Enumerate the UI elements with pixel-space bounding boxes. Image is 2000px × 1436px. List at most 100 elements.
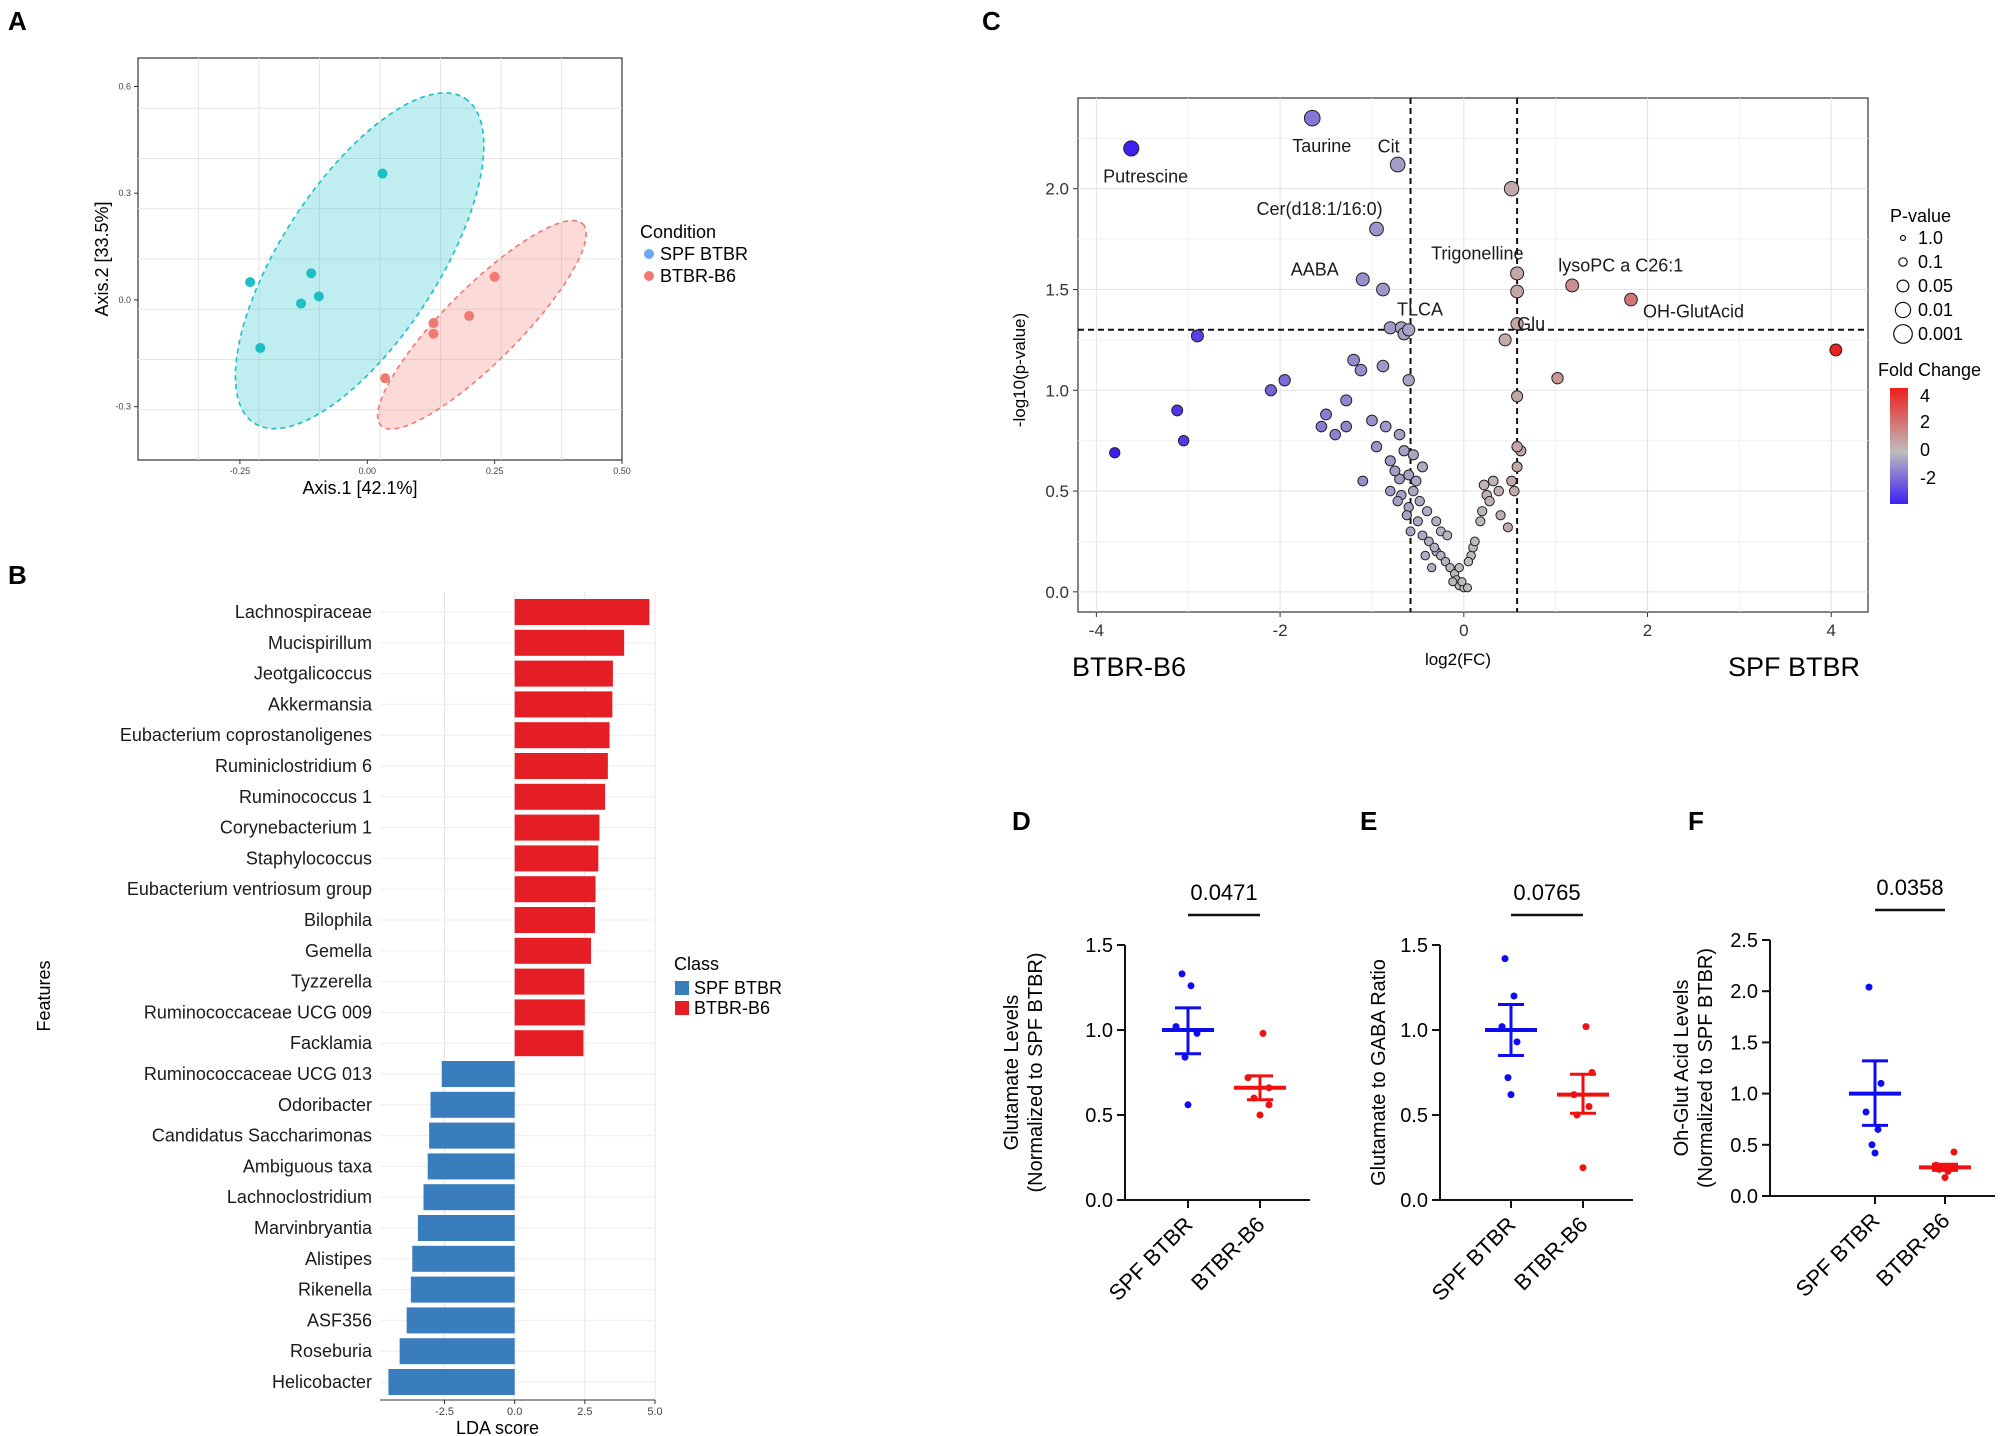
volcano-point <box>1420 550 1431 561</box>
color-legend-tick-label: 0 <box>1920 440 1930 460</box>
bar-tyzzerella <box>514 968 585 995</box>
data-point-spf-btbr <box>1513 1038 1521 1046</box>
data-point-spf-btbr <box>1874 1125 1882 1133</box>
volcano-point <box>1510 317 1524 331</box>
category-label-asf356: ASF356 <box>307 1310 372 1330</box>
bar-corynebacterium-1 <box>514 814 600 841</box>
volcano-point <box>1414 495 1425 507</box>
point-label-putrescine: Putrescine <box>1103 166 1188 186</box>
data-point-spf-btbr <box>306 268 317 279</box>
x-category-label-spf-btbr: SPF BTBR <box>1427 1212 1521 1306</box>
bar-facklamia <box>514 1030 584 1057</box>
volcano-point <box>1340 420 1353 433</box>
data-point-spf-btbr <box>1868 1141 1876 1149</box>
bar-ruminiclostridium-6 <box>514 753 608 779</box>
volcano-point <box>1370 441 1383 453</box>
legend-label-spf-btbr: SPF BTBR <box>660 244 748 264</box>
bar-eubacterium-ventriosum-group <box>514 876 596 903</box>
size-legend-label: 0.05 <box>1918 276 1953 296</box>
y-axis-label-line1: Oh-Glut Acid Levels <box>1671 980 1693 1157</box>
color-legend-tick-label: -2 <box>1920 468 1936 488</box>
volcano-point <box>1376 359 1390 373</box>
size-legend-swatch <box>1898 257 1908 267</box>
volcano-point <box>1329 428 1341 441</box>
x-tick-label: 2 <box>1643 621 1652 640</box>
volcano-point <box>1392 495 1403 507</box>
category-label-odoribacter: Odoribacter <box>278 1095 372 1115</box>
legend-label-btbr-b6: BTBR-B6 <box>660 266 736 286</box>
x-axis-label: LDA score <box>456 1418 539 1436</box>
y-axis-label: Glutamate to GABA Ratio <box>1368 959 1390 1186</box>
category-label-candidatus-saccharimonas: Candidatus Saccharimonas <box>152 1126 372 1146</box>
category-label-ruminococcaceae-ucg-009: Ruminococcaceae UCG 009 <box>144 1002 372 1022</box>
volcano-point <box>1402 374 1415 387</box>
volcano-point <box>1177 434 1190 447</box>
volcano-point <box>1384 455 1396 467</box>
point-label-glu: Glu <box>1517 314 1545 334</box>
volcano-point <box>1407 449 1419 461</box>
point-label-cer-d18-1-16-0: Cer(d18:1/16:0) <box>1257 199 1383 219</box>
volcano-point <box>1457 577 1467 587</box>
data-point-spf-btbr <box>377 168 388 179</box>
legend-swatch-spf-btbr <box>675 981 689 995</box>
data-point-spf-btbr <box>1877 1079 1885 1087</box>
volcano-point <box>1412 516 1423 527</box>
size-legend-swatch <box>1893 324 1913 344</box>
x-tick-label: -4 <box>1089 621 1104 640</box>
volcano-point <box>1421 506 1433 517</box>
bar-eubacterium-coprostanoligenes <box>514 722 610 749</box>
x-tick-label: -2 <box>1273 621 1288 640</box>
category-label-eubacterium-ventriosum-group: Eubacterium ventriosum group <box>127 879 372 899</box>
data-point-spf-btbr <box>1187 982 1195 990</box>
panel-label-b: B <box>8 560 27 590</box>
volcano-point <box>1389 156 1406 173</box>
p-value-label: 0.0765 <box>1513 880 1580 905</box>
volcano-point <box>1171 404 1184 417</box>
data-point-btbr-b6 <box>489 271 500 282</box>
volcano-point <box>1510 266 1525 281</box>
category-label-akkermansia: Akkermansia <box>268 694 373 714</box>
point-label-aaba: AABA <box>1291 259 1339 279</box>
volcano-point <box>1402 323 1416 337</box>
volcano-point <box>1190 329 1204 343</box>
data-point-spf-btbr <box>1504 1074 1512 1082</box>
volcano-point <box>1493 485 1505 497</box>
point-label-oh-glutacid: OH-GlutAcid <box>1643 302 1744 322</box>
volcano-point <box>1355 272 1370 287</box>
volcano-point <box>1383 321 1397 335</box>
category-label-bilophila: Bilophila <box>304 910 373 930</box>
data-point-spf-btbr <box>1862 1108 1870 1116</box>
category-label-staphylococcus: Staphylococcus <box>246 848 372 868</box>
y-axis-label: Oh-Glut Acid Levels (Normalized to SPF BT… <box>1671 948 1717 1188</box>
category-label-marvinbryantia: Marvinbryantia <box>254 1218 373 1238</box>
volcano-point <box>1506 475 1517 487</box>
volcano-point <box>1448 577 1458 587</box>
x-tick-label: 0 <box>1459 621 1468 640</box>
volcano-point <box>1502 522 1513 533</box>
y-tick-label: 2.0 <box>1730 981 1758 1003</box>
y-tick-label: 0.0 <box>1045 583 1069 602</box>
point-label-trigonelline: Trigonelline <box>1431 243 1523 263</box>
bar-staphylococcus <box>514 845 599 872</box>
volcano-point <box>1511 461 1523 473</box>
data-point-btbr-b6 <box>464 310 475 321</box>
category-label-ruminiclostridium-6: Ruminiclostridium 6 <box>215 756 372 776</box>
x-category-label-spf-btbr: SPF BTBR <box>1791 1208 1885 1302</box>
volcano-point <box>1551 371 1564 385</box>
panel-label-f: F <box>1688 806 1704 836</box>
volcano-point <box>1511 441 1523 453</box>
volcano-point <box>1410 475 1422 487</box>
volcano-point <box>1454 562 1464 573</box>
size-legend-swatch <box>1896 279 1910 293</box>
y-axis-label: -log10(p-value) <box>1010 313 1029 427</box>
volcano-point <box>1498 333 1512 347</box>
y-axis-label-line1: Glutamate Levels <box>1001 995 1023 1151</box>
p-value-label: 0.0471 <box>1190 880 1257 905</box>
size-legend-label: 0.01 <box>1918 300 1953 320</box>
size-legend-label: 1.0 <box>1918 228 1943 248</box>
p-value-label: 0.0358 <box>1876 875 1943 900</box>
data-point-spf-btbr <box>1181 1053 1189 1061</box>
data-point-spf-btbr <box>255 342 266 353</box>
